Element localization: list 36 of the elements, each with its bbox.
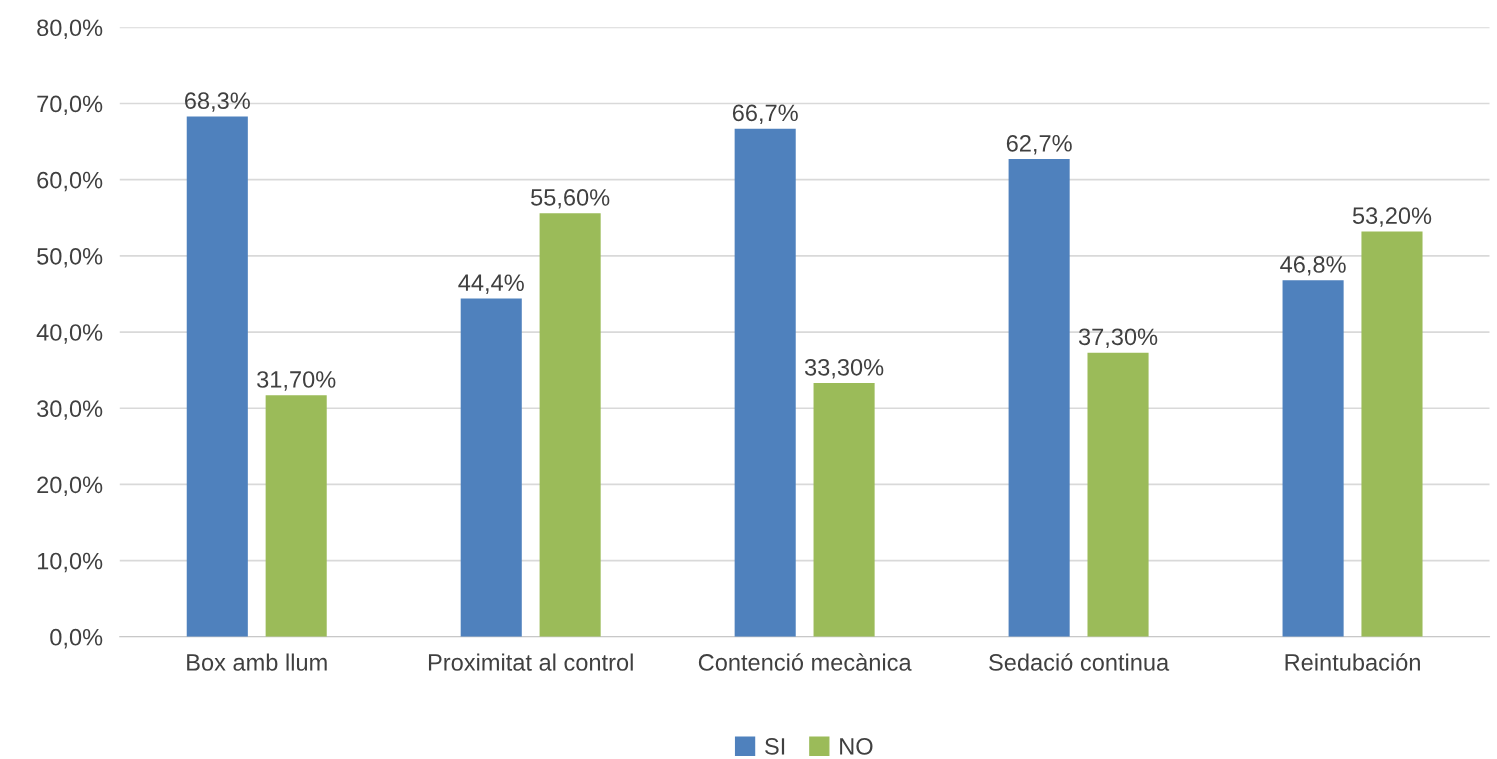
x-tick-label: Box amb llum <box>187 653 327 671</box>
data-label: 44,4% <box>458 274 524 294</box>
y-tick-label: 80,0% <box>37 19 103 39</box>
data-label: 31,70% <box>257 371 336 391</box>
legend-label: NO <box>840 738 873 755</box>
bar <box>186 116 248 637</box>
bar <box>539 213 601 637</box>
data-label: 68,3% <box>185 92 250 112</box>
x-tick-label: Sedació continua <box>989 653 1170 671</box>
y-tick-label: 70,0% <box>37 95 103 116</box>
y-tick-label: 60,0% <box>37 171 103 192</box>
data-label: 37,30% <box>1078 328 1158 348</box>
x-tick-label: Reintubación <box>1285 653 1420 671</box>
data-label: 55,60% <box>531 189 610 209</box>
bar <box>1361 231 1423 637</box>
bar <box>1087 352 1149 637</box>
data-label: 33,30% <box>804 358 884 379</box>
data-label: 46,8% <box>1280 256 1346 276</box>
bar <box>813 383 875 637</box>
data-label: 66,7% <box>732 104 798 124</box>
bar <box>460 298 522 637</box>
y-tick-label: 30,0% <box>37 400 103 420</box>
y-tick-label: 0,0% <box>50 628 103 649</box>
y-tick-label: 40,0% <box>36 324 103 344</box>
x-tick-label: Proximitat al control <box>428 653 633 671</box>
legend-label: SI <box>765 738 785 755</box>
bar <box>265 395 327 637</box>
bar <box>1008 159 1070 637</box>
bar <box>734 128 796 637</box>
y-tick-label: 50,0% <box>37 247 103 268</box>
data-label: 53,20% <box>1352 207 1432 227</box>
data-label: 62,7% <box>1006 134 1072 155</box>
x-tick-label: Contenció mecànica <box>698 653 912 671</box>
y-tick-label: 10,0% <box>37 552 103 573</box>
y-tick-label: 20,0% <box>37 476 103 497</box>
bar <box>1282 280 1344 637</box>
